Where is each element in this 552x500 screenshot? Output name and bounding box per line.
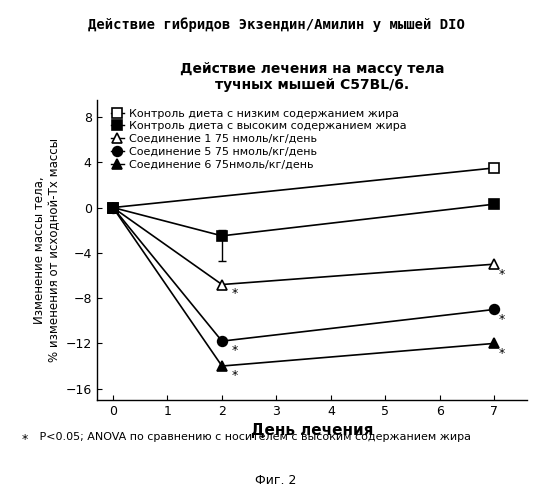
Text: Действие гибридов Экзендин/Амилин у мышей DIO: Действие гибридов Экзендин/Амилин у мыше…	[88, 18, 464, 32]
Text: *: *	[499, 313, 505, 326]
Text: *: *	[22, 432, 28, 446]
Text: *: *	[232, 288, 238, 300]
Text: *: *	[499, 347, 505, 360]
X-axis label: День лечения: День лечения	[251, 424, 373, 438]
Text: Фиг. 2: Фиг. 2	[256, 474, 296, 488]
Text: *: *	[232, 369, 238, 382]
Text: *: *	[499, 268, 505, 280]
Text: P<0.05; ANOVA по сравнению с носителем с высоким содержанием жира: P<0.05; ANOVA по сравнению с носителем с…	[36, 432, 471, 442]
Title: Действие лечения на массу тела
тучных мышей С57BL/6.: Действие лечения на массу тела тучных мы…	[179, 62, 444, 92]
Y-axis label: Изменение массы тела,
% изменения от исходной-Тх массы: Изменение массы тела, % изменения от исх…	[33, 138, 61, 362]
Text: *: *	[232, 344, 238, 357]
Legend: Контроль диета с низким содержанием жира, Контроль диета с высоким содержанием ж: Контроль диета с низким содержанием жира…	[111, 108, 406, 170]
